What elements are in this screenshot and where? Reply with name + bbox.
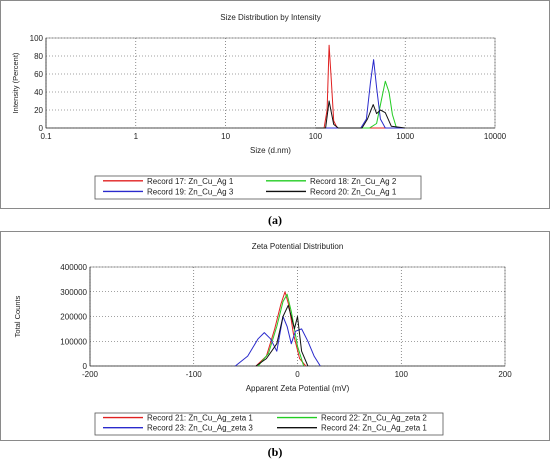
legend-box — [94, 175, 422, 200]
y-tick-label: 100 — [30, 34, 44, 43]
legend-label-2: Record 18: Zn_Cu_Ag 2 — [310, 177, 397, 186]
legend-label-4: Record 24: Zn_Cu_Ag_zeta 1 — [321, 424, 427, 433]
y-axis-label: Intensity (Percent) — [11, 52, 20, 113]
legend-label-3: Record 23: Zn_Cu_Ag_zeta 3 — [147, 424, 253, 433]
x-axis-label: Apparent Zeta Potential (mV) — [246, 384, 350, 393]
legend-label-4: Record 20: Zn_Cu_Ag 1 — [310, 187, 397, 196]
caption-a: (a) — [268, 213, 282, 227]
y-tick-label: 80 — [34, 52, 43, 61]
x-tick-label: -100 — [186, 370, 203, 379]
caption-b: (b) — [267, 445, 283, 459]
size-distribution-panel: Size Distribution by Intensity 0.1 1 10 100 1… — [0, 0, 550, 209]
x-tick-label: 10 — [221, 132, 230, 141]
x-tick-label: 0.1 — [40, 132, 52, 141]
x-tick-label: 200 — [498, 370, 512, 379]
x-tick-label: 10000 — [484, 132, 507, 141]
series-line-1 — [315, 44, 406, 129]
zeta-potential-chart: Zeta Potential Distribution -200 -100 0 100 2… — [13, 242, 512, 436]
x-tick-label: 100 — [395, 370, 409, 379]
plot-frame — [45, 37, 496, 129]
series-line-3 — [234, 316, 321, 367]
series-line-2 — [257, 293, 305, 367]
y-tick-label: 20 — [34, 106, 43, 115]
legend-label-1: Record 21: Zn_Cu_Ag_zeta 1 — [147, 414, 253, 423]
series-line-4 — [255, 304, 309, 367]
legend-box — [94, 412, 444, 436]
chart-title: Zeta Potential Distribution — [252, 242, 344, 251]
x-tick-label: -200 — [82, 370, 99, 379]
legend-label-3: Record 19: Zn_Cu_Ag 3 — [147, 187, 234, 196]
y-tick-label: 40 — [34, 88, 43, 97]
y-tick-label: 200000 — [60, 313, 87, 322]
y-tick-label: 60 — [34, 70, 43, 79]
x-tick-label: 100 — [309, 132, 323, 141]
y-tick-label: 0 — [39, 124, 44, 133]
series-line-2 — [315, 80, 406, 129]
y-tick-label: 400000 — [60, 263, 87, 272]
x-tick-label: 1000 — [396, 132, 414, 141]
y-tick-label: 300000 — [60, 288, 87, 297]
series-line-1 — [255, 291, 307, 367]
legend-label-1: Record 17: Zn_Cu_Ag 1 — [147, 177, 234, 186]
series-line-4 — [315, 100, 406, 129]
zeta-potential-panel: Zeta Potential Distribution -200 -100 0 100 2… — [0, 231, 550, 441]
legend-label-2: Record 22: Zn_Cu_Ag_zeta 2 — [321, 414, 427, 423]
y-axis-label: Total Counts — [13, 295, 22, 337]
size-distribution-chart: Size Distribution by Intensity 0.1 1 10 100 1… — [11, 13, 507, 200]
y-tick-label: 0 — [83, 362, 88, 371]
y-tick-label: 100000 — [60, 337, 87, 346]
x-axis-label: Size (d.nm) — [250, 146, 291, 155]
x-tick-label: 0 — [295, 370, 300, 379]
chart-title: Size Distribution by Intensity — [220, 13, 321, 22]
series-line-3 — [315, 59, 406, 129]
x-tick-label: 1 — [134, 132, 139, 141]
